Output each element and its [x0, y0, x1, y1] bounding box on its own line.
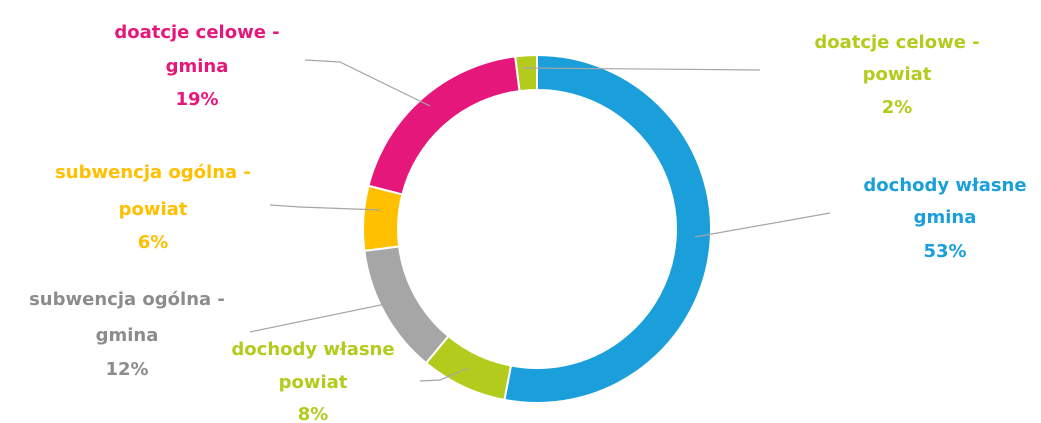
- leader-line: [694, 212, 831, 238]
- label-line: subwencja ogólna -: [55, 162, 251, 183]
- category-label: dochody własne powiat: [231, 339, 394, 393]
- donut-segment: [362, 184, 404, 252]
- value-label: 19%: [175, 89, 218, 110]
- leader-line: [304, 59, 431, 107]
- value-label: 53%: [923, 241, 966, 262]
- leader-line: [521, 67, 761, 71]
- label-line: gmina: [96, 325, 159, 346]
- label-line: dochody własne: [231, 339, 394, 360]
- category-label: subwencja ogólna - powiat: [55, 162, 251, 220]
- value-label: 6%: [138, 232, 169, 253]
- value-label: 12%: [105, 359, 148, 380]
- label-line: doatcje celowe -: [814, 32, 979, 53]
- donut-segment: [503, 53, 712, 404]
- donut-segment: [367, 55, 521, 196]
- category-label: doatcje celowe - gmina: [114, 22, 279, 77]
- label-line: doatcje celowe -: [114, 22, 279, 43]
- category-label: doatcje celowe - powiat: [814, 32, 979, 85]
- value-label: 8%: [298, 404, 329, 423]
- label-line: powiat: [279, 372, 348, 393]
- label-line: powiat: [119, 199, 188, 220]
- donut-segment: [514, 53, 538, 93]
- category-label: dochody własne gmina: [863, 175, 1026, 228]
- leader-line: [269, 204, 381, 211]
- label-line: powiat: [863, 64, 932, 85]
- value-label: 2%: [882, 97, 913, 118]
- leader-line: [419, 367, 469, 382]
- leader-line: [249, 299, 406, 333]
- label-line: dochody własne: [863, 175, 1026, 196]
- category-label: subwencja ogólna - gmina: [29, 289, 225, 346]
- label-line: gmina: [914, 207, 977, 228]
- label-line: gmina: [166, 56, 229, 77]
- label-line: subwencja ogólna -: [29, 289, 225, 310]
